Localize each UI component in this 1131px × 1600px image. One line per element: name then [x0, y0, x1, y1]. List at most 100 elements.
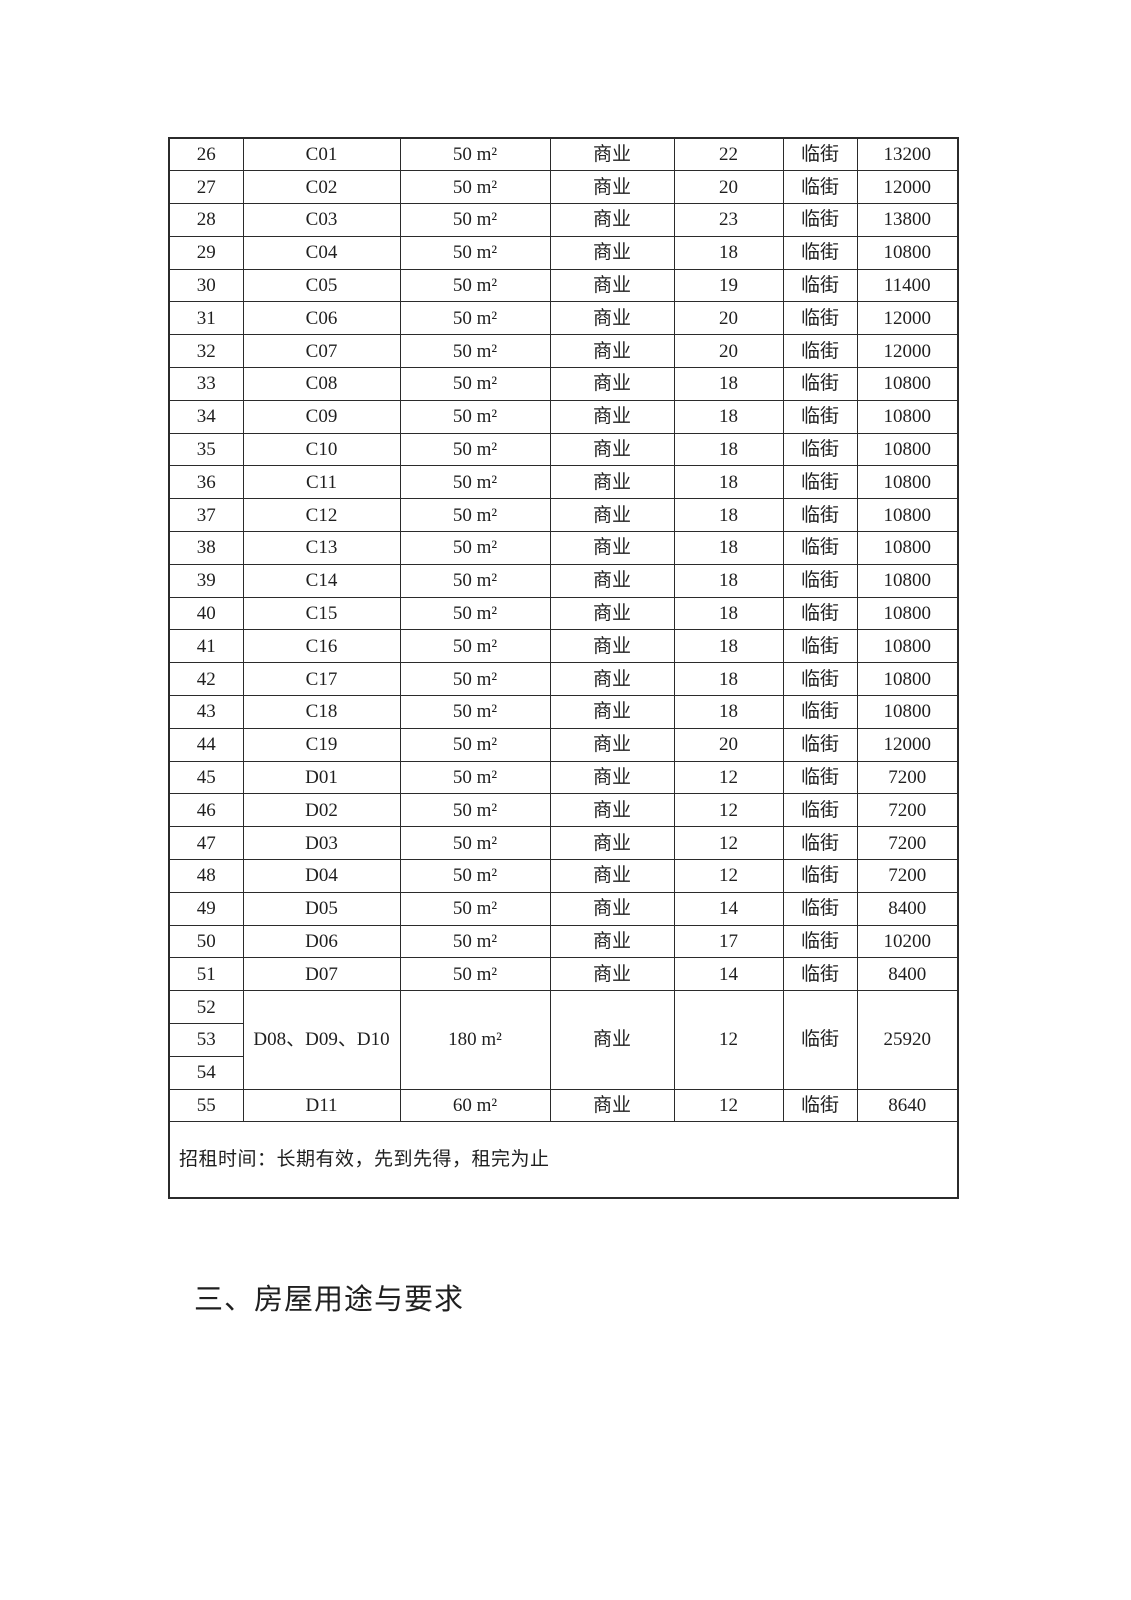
table-cell: 45 — [168, 760, 244, 795]
table-cell: 12 — [673, 793, 784, 828]
table-cell: C01 — [242, 137, 401, 172]
table-cell: 临街 — [782, 891, 858, 926]
table-cell: C18 — [242, 695, 401, 729]
table-cell: 10800 — [856, 563, 959, 598]
table-cell: 50 m² — [399, 498, 551, 533]
table-cell: 60 m² — [399, 1088, 551, 1123]
table-cell: 48 — [168, 859, 244, 893]
table-cell: 18 — [673, 662, 784, 697]
table-row: 44 C19 50 m² 商业 20 临街 12000 — [168, 727, 959, 762]
table-row: 53 — [168, 1023, 958, 1057]
table-cell: 18 — [673, 563, 784, 598]
table-cell: 12000 — [856, 301, 959, 336]
table-cell: 商业 — [549, 695, 675, 729]
table-cell: C08 — [242, 367, 401, 401]
table-cell: 商业 — [549, 727, 675, 762]
table-cell: 商业 — [549, 1088, 675, 1123]
table-cell: 50 m² — [399, 859, 551, 893]
table-cell: 临街 — [782, 268, 858, 303]
table-cell: 10800 — [856, 399, 959, 434]
table-row: 55 D11 60 m² 商业 12 临街 8640 — [168, 1088, 959, 1123]
table-cell: 商业 — [549, 268, 675, 303]
table-cell: C17 — [242, 662, 401, 697]
table-cell: 10800 — [856, 695, 959, 729]
table-cell: 商业 — [549, 170, 675, 205]
table-cell: 12000 — [856, 170, 959, 205]
table-row: 27 C02 50 m² 商业 20 临街 12000 — [168, 170, 959, 205]
table-cell: C02 — [242, 170, 401, 205]
table-cell: 20 — [673, 334, 784, 369]
table-cell: 18 — [673, 629, 784, 664]
table-cell: 12 — [673, 990, 784, 1090]
table-cell: 20 — [673, 170, 784, 205]
table-cell: 44 — [168, 727, 244, 762]
table-row: 54 — [168, 1055, 958, 1090]
table-cell: 50 m² — [399, 367, 551, 401]
table-cell: 临街 — [782, 432, 858, 467]
table-cell: 10200 — [856, 924, 959, 959]
table-cell: 临街 — [782, 596, 858, 631]
table-cell: 18 — [673, 596, 784, 631]
table-cell: 商业 — [549, 235, 675, 270]
table-cell: 临街 — [782, 563, 858, 598]
table-cell: 43 — [168, 695, 244, 729]
table-row: 41 C16 50 m² 商业 18 临街 10800 — [168, 629, 959, 664]
section-heading: 三、房屋用途与要求 — [194, 1284, 465, 1316]
table-cell: 8400 — [856, 891, 959, 926]
table-cell: 50 m² — [399, 399, 551, 434]
table-cell: D03 — [242, 826, 401, 861]
table-body: 26 C01 50 m² 商业 22 临街 13200 27 C02 50 m² 商业 20 临街 120… — [168, 137, 959, 1199]
table-cell: 31 — [168, 301, 244, 336]
table-cell: D11 — [242, 1088, 401, 1123]
table-cell: 38 — [168, 531, 244, 565]
table-cell: 54 — [168, 1055, 244, 1090]
table-cell: 商业 — [549, 563, 675, 598]
table-cell: 52 — [168, 990, 244, 1025]
table-cell: D01 — [242, 760, 401, 795]
table-cell: 18 — [673, 498, 784, 533]
table-cell: 55 — [168, 1088, 244, 1123]
table-cell: 商业 — [549, 957, 675, 992]
table-row: 47 D03 50 m² 商业 12 临街 7200 — [168, 826, 959, 861]
table-cell: 17 — [673, 924, 784, 959]
table-cell: 7200 — [856, 859, 959, 893]
table-cell: 25920 — [856, 990, 959, 1090]
table-cell: 33 — [168, 367, 244, 401]
table-cell: 50 m² — [399, 203, 551, 237]
table-cell: 12 — [673, 826, 784, 861]
table-cell: 27 — [168, 170, 244, 205]
table-cell: 商业 — [549, 990, 675, 1090]
table-cell: 50 m² — [399, 301, 551, 336]
table-cell: 10800 — [856, 531, 959, 565]
table-cell: 临街 — [782, 826, 858, 861]
table-cell: 商业 — [549, 301, 675, 336]
table-cell: 商业 — [549, 859, 675, 893]
table-cell: 42 — [168, 662, 244, 697]
table-cell: C04 — [242, 235, 401, 270]
table-cell: 50 m² — [399, 727, 551, 762]
table-cell: 50 m² — [399, 170, 551, 205]
table-row: 43 C18 50 m² 商业 18 临街 10800 — [168, 695, 959, 729]
table-cell: 7200 — [856, 826, 959, 861]
table-cell: 50 m² — [399, 957, 551, 992]
table-cell: C06 — [242, 301, 401, 336]
table-cell: 50 m² — [399, 662, 551, 697]
table-cell: 临街 — [782, 531, 858, 565]
table-cell: D05 — [242, 891, 401, 926]
table-cell: 18 — [673, 235, 784, 270]
table-cell: 47 — [168, 826, 244, 861]
rental-units-table: 26 C01 50 m² 商业 22 临街 13200 27 C02 50 m² 商业 20 临街 120… — [168, 137, 959, 1199]
table-row: 50 D06 50 m² 商业 17 临街 10200 — [168, 924, 959, 959]
table-cell: 临街 — [782, 367, 858, 401]
table-cell: C12 — [242, 498, 401, 533]
table-cell: 商业 — [549, 629, 675, 664]
table-cell: 临街 — [782, 498, 858, 533]
table-cell: 商业 — [549, 334, 675, 369]
table-row: 26 C01 50 m² 商业 22 临街 13200 — [168, 137, 959, 172]
table-row: 36 C11 50 m² 商业 18 临街 10800 — [168, 465, 959, 500]
table-cell: 50 m² — [399, 596, 551, 631]
table-cell: 商业 — [549, 137, 675, 172]
table-cell: 商业 — [549, 891, 675, 926]
table-cell: 49 — [168, 891, 244, 926]
table-cell: 50 m² — [399, 235, 551, 270]
